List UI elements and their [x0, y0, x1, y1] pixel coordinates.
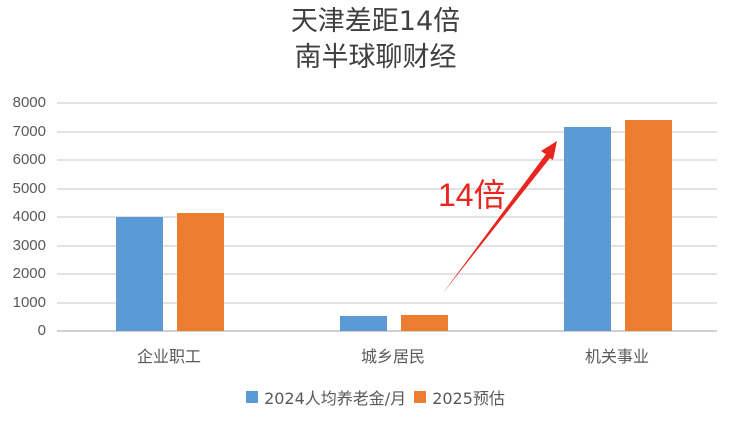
- legend-label: 2024人均养老金/月: [264, 389, 407, 408]
- chart-title-line1: 天津差距14倍: [290, 6, 461, 37]
- bar-2025: [401, 315, 448, 331]
- gridline: [57, 159, 717, 161]
- bar-2025: [177, 212, 224, 331]
- y-tick-label: 0: [37, 322, 46, 339]
- x-category-label: 机关事业: [584, 347, 649, 366]
- legend: 2024人均养老金/月 2025预估: [0, 385, 751, 409]
- y-tick-label: 3000: [12, 236, 46, 254]
- legend-item-2025: 2025预估: [414, 385, 505, 409]
- legend-swatch-orange: [414, 391, 427, 403]
- x-category-label: 企业职工: [136, 347, 201, 366]
- gridline: [57, 273, 717, 275]
- y-tick-label: 5000: [12, 179, 46, 197]
- x-category-label: 城乡居民: [360, 347, 425, 366]
- gridline: [57, 130, 717, 133]
- gridline: [57, 244, 717, 247]
- gridline: [57, 187, 717, 190]
- legend-item-2024: 2024人均养老金/月: [246, 385, 406, 409]
- bar-2024: [340, 315, 387, 331]
- y-tick-label: 7000: [12, 122, 46, 140]
- y-tick-label: 1000: [12, 293, 46, 311]
- y-tick-label: 6000: [12, 151, 46, 168]
- bar-2024: [564, 126, 611, 331]
- chart-title-line2: 南半球聊财经: [294, 42, 457, 73]
- bar-2024: [116, 217, 163, 331]
- bar-2025: [625, 120, 672, 331]
- y-tick-label: 4000: [12, 208, 46, 225]
- gridline: [57, 216, 717, 218]
- legend-swatch-blue: [246, 391, 259, 403]
- annotation-label: 14倍: [438, 177, 506, 213]
- gridline: [57, 301, 717, 304]
- legend-label: 2025预估: [432, 389, 505, 408]
- y-tick-label: 2000: [12, 265, 46, 282]
- x-axis-line: [57, 330, 717, 332]
- gridline: [57, 102, 717, 104]
- y-tick-label: 8000: [12, 94, 46, 111]
